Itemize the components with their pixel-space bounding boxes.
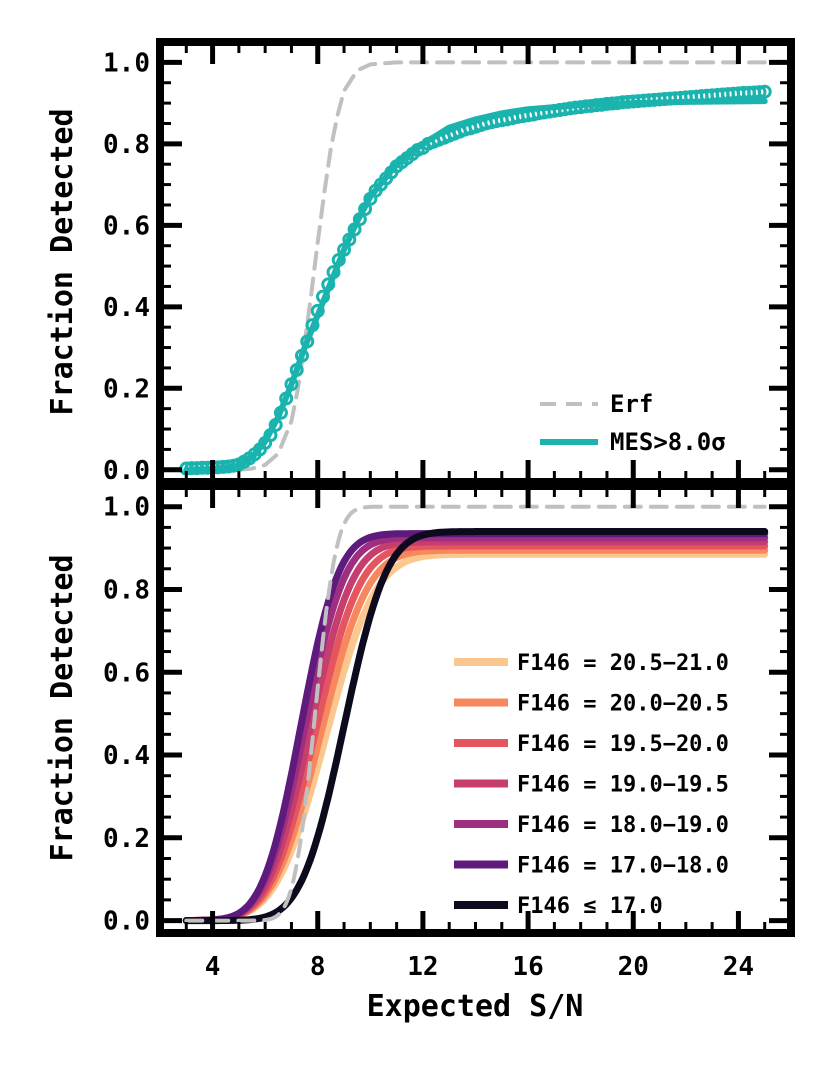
data-point-marker bbox=[289, 362, 304, 377]
x-tick-label: 24 bbox=[723, 952, 754, 982]
x-tick-label: 12 bbox=[407, 952, 438, 982]
legend-label: F146 = 18.0−19.0 bbox=[517, 813, 729, 838]
top-y-tick-label: 0.4 bbox=[103, 293, 150, 323]
data-point-marker bbox=[263, 428, 278, 443]
data-point-marker bbox=[294, 348, 309, 363]
data-point-marker bbox=[342, 232, 357, 247]
data-point-marker bbox=[752, 85, 767, 100]
data-point-marker bbox=[300, 334, 315, 349]
bottom-panel: 0.0 0.2 0.4 0.6 0.8 1.0 4 8 12 16 20 24 Fraction D… bbox=[45, 482, 795, 1024]
data-point-marker bbox=[305, 318, 320, 333]
top-y-tick-label: 0.2 bbox=[103, 374, 150, 404]
data-point-marker bbox=[337, 242, 352, 257]
bottom-legend: F146 = 20.5−21.0 F146 = 20.0−20.5 F146 = 1… bbox=[454, 651, 729, 919]
bottom-y-tick-label: 0.2 bbox=[103, 824, 150, 854]
magnitude-bin-curve bbox=[182, 528, 769, 925]
legend-label: Erf bbox=[610, 390, 653, 418]
top-y-axis-label: Fraction Detected bbox=[45, 108, 80, 415]
x-tick-label: 16 bbox=[512, 952, 543, 982]
top-legend: Erf MES>8.0σ bbox=[540, 390, 726, 456]
legend-label: F146 = 20.0−20.5 bbox=[517, 692, 729, 717]
data-point-marker bbox=[331, 252, 346, 267]
data-point-marker bbox=[352, 212, 367, 227]
bottom-y-tick-label: 0.0 bbox=[103, 907, 150, 937]
data-point-marker bbox=[316, 289, 331, 304]
data-point-marker bbox=[279, 391, 294, 406]
x-tick-label: 8 bbox=[310, 952, 326, 982]
data-point-marker bbox=[273, 405, 288, 420]
top-y-tick-labels: 0.0 0.2 0.4 0.6 0.8 1.0 bbox=[103, 48, 150, 485]
data-point-marker bbox=[326, 265, 341, 280]
bottom-y-tick-labels: 0.0 0.2 0.4 0.6 0.8 1.0 bbox=[103, 493, 150, 937]
legend-label: F146 = 17.0−18.0 bbox=[517, 854, 729, 879]
erf-curve bbox=[184, 60, 767, 472]
magnitude-bin-curve bbox=[182, 538, 769, 924]
bottom-plot-area bbox=[182, 504, 769, 925]
bottom-y-tick-label: 0.8 bbox=[103, 575, 150, 605]
legend-label: F146 = 19.5−20.0 bbox=[517, 732, 729, 757]
data-point-marker bbox=[347, 222, 362, 237]
bottom-y-axis-label: Fraction Detected bbox=[45, 554, 80, 861]
x-axis-label: Expected S/N bbox=[367, 989, 584, 1024]
bottom-y-tick-label: 1.0 bbox=[103, 493, 150, 523]
erf-curve bbox=[184, 504, 767, 923]
legend-label: MES>8.0σ bbox=[610, 428, 726, 456]
legend-label: F146 = 20.5−21.0 bbox=[517, 651, 729, 676]
data-point-marker bbox=[310, 303, 325, 318]
data-point-marker bbox=[321, 277, 336, 292]
data-point-marker bbox=[284, 377, 299, 392]
bottom-y-tick-label: 0.6 bbox=[103, 658, 150, 688]
bottom-x-tick-labels: 4 8 12 16 20 24 bbox=[205, 952, 754, 982]
data-point-marker bbox=[358, 202, 373, 217]
top-y-tick-label: 0.0 bbox=[103, 456, 150, 486]
data-point-marker bbox=[268, 417, 283, 432]
top-y-tick-label: 0.6 bbox=[103, 211, 150, 241]
bottom-y-tick-label: 0.4 bbox=[103, 741, 150, 771]
x-tick-label: 20 bbox=[618, 952, 649, 982]
data-point-marker bbox=[757, 84, 772, 99]
legend-label: F146 ≤ 17.0 bbox=[517, 894, 663, 919]
top-y-tick-label: 1.0 bbox=[103, 48, 150, 78]
bottom-axes-frame bbox=[156, 482, 795, 937]
magnitude-bin-curve bbox=[182, 542, 769, 924]
legend-label: F146 = 19.0−19.5 bbox=[517, 773, 729, 798]
top-y-tick-label: 0.8 bbox=[103, 130, 150, 160]
x-tick-label: 4 bbox=[205, 952, 221, 982]
